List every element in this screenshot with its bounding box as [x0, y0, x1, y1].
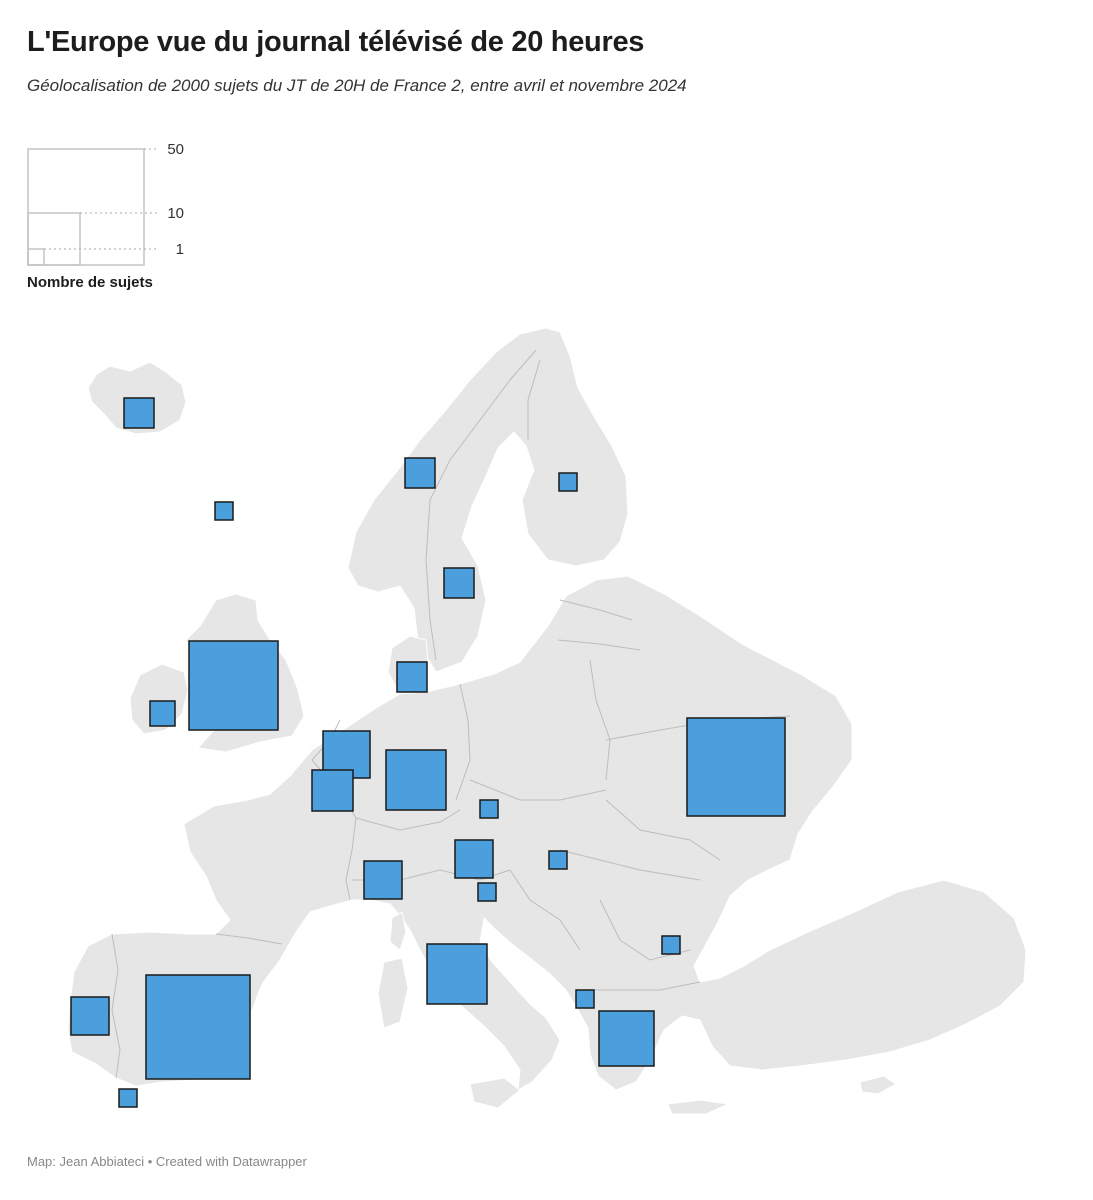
- border-greece: [580, 981, 701, 991]
- marker-suisse: Suisse: [363, 860, 403, 900]
- land-scandinavia: [347, 327, 629, 673]
- footer-credit: Map: Jean Abbiateci • Created with Dataw…: [27, 1154, 307, 1169]
- marker-suede: Suède: [443, 567, 475, 599]
- marker-norvege: Norvège: [404, 457, 436, 489]
- border-ukraine-south: [605, 799, 721, 861]
- marker-espagne: Espagne: [145, 974, 251, 1080]
- border-pyrenees: [215, 933, 283, 945]
- marker-autriche: Autriche: [454, 839, 494, 879]
- europe-map: Islande Îles Féroé Norvège Finlande Suèd…: [67, 327, 1027, 1115]
- marker-slovenie: Slovénie: [477, 882, 497, 902]
- legend-square-10: [27, 212, 81, 266]
- legend-label-1: 1: [176, 241, 184, 258]
- land-cyprus: [859, 1075, 897, 1095]
- border-balkans-3: [599, 899, 691, 961]
- marker-belgique: Belgique: [311, 769, 354, 812]
- marker-royaume-uni: Royaume-Uni: [188, 640, 279, 731]
- legend-square-1: [27, 248, 45, 266]
- border-poland-south: [469, 779, 607, 801]
- marker-finlande: Finlande: [558, 472, 578, 492]
- map-subtitle: Géolocalisation de 2000 sujets du JT de …: [27, 76, 687, 95]
- marker-hongrie: Hongrie: [548, 850, 568, 870]
- marker-danemark: Danemark: [396, 661, 428, 693]
- border-balkans-2: [559, 849, 701, 881]
- marker-irlande: Irlande: [149, 700, 176, 727]
- land-crete: [667, 1099, 729, 1115]
- marker-italie: Italie: [426, 943, 488, 1005]
- land-corsica: [389, 911, 407, 951]
- border-balkans-1: [509, 869, 581, 951]
- marker-islande: Islande: [123, 397, 155, 429]
- marker-gibraltar: Gibraltar: [118, 1088, 138, 1108]
- marker-ukraine: Ukraine: [686, 717, 786, 817]
- legend-squares: 50 10 1: [27, 141, 184, 266]
- legend-label-50: 50: [167, 141, 184, 158]
- border-baltics: [557, 599, 641, 651]
- border-germany-poland: [455, 683, 471, 801]
- marker-portugal: Portugal: [70, 996, 110, 1036]
- marker-bulgarie: Bulgarie: [661, 935, 681, 955]
- land-sicily: [469, 1077, 521, 1109]
- marker-republique-tcheque: République tchèque: [479, 799, 499, 819]
- land-sardinia: [377, 957, 409, 1029]
- legend-title: Nombre de sujets: [27, 274, 153, 291]
- map-title: L'Europe vue du journal télévisé de 20 h…: [27, 26, 645, 58]
- legend-label-10: 10: [167, 205, 184, 222]
- marker-grece: Grèce: [598, 1010, 655, 1067]
- border-norway-sweden: [425, 349, 537, 661]
- legend-square-50: [27, 148, 145, 266]
- border-spain-portugal: [111, 933, 121, 1079]
- border-germany-south: [355, 809, 461, 831]
- border-poland-east: [589, 659, 611, 781]
- size-legend: 50 10 1 Nombre de sujets: [27, 138, 227, 298]
- marker-albanie: Albanie: [575, 989, 595, 1009]
- border-sweden-finland: [527, 359, 541, 440]
- markers-layer: Islande Îles Féroé Norvège Finlande Suèd…: [70, 397, 786, 1108]
- marker-allemagne: Allemagne: [385, 749, 447, 811]
- marker-iles-feroe: Îles Féroé: [214, 501, 234, 521]
